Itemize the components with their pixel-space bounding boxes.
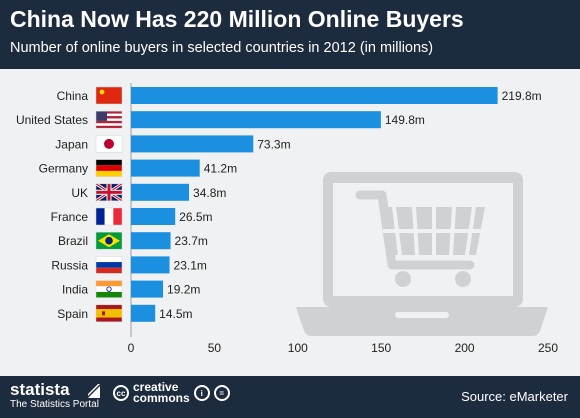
value-label: 41.2m xyxy=(204,162,237,176)
flag-france-icon xyxy=(95,207,123,226)
flag-united-states-icon xyxy=(95,110,123,129)
flag-russia-icon xyxy=(95,256,123,274)
category-label: UK xyxy=(71,186,88,200)
flag-china-icon xyxy=(95,86,123,105)
statista-logo[interactable]: statista The Statistics Portal xyxy=(10,381,99,411)
flag-india-icon xyxy=(95,280,123,298)
x-tick-label: 200 xyxy=(455,341,475,355)
x-tick-label: 150 xyxy=(371,341,391,355)
bar-china xyxy=(131,87,498,104)
value-labels: 219.8m 149.8m 73.3m 41.2m 34.8m 26.5m 23.7m 23.… xyxy=(159,89,541,321)
value-label: 219.8m xyxy=(502,89,542,103)
value-label: 34.8m xyxy=(193,186,226,200)
category-label: France xyxy=(51,210,89,224)
x-tick-label: 250 xyxy=(538,341,558,355)
category-label: India xyxy=(62,283,88,297)
category-label: Russia xyxy=(51,258,88,272)
value-label: 23.1m xyxy=(174,258,207,272)
flag-uk-icon xyxy=(95,182,123,203)
header-band: China Now Has 220 Million Online Buyers … xyxy=(0,0,580,69)
bar-brazil xyxy=(131,232,171,250)
flag-germany-icon xyxy=(95,159,123,177)
creative-commons-badge[interactable]: cc creative commons i = xyxy=(113,380,230,405)
bar-series xyxy=(131,87,498,322)
category-label: Brazil xyxy=(58,234,88,248)
laptop-shopping-cart-icon xyxy=(296,172,548,336)
flag-japan-icon xyxy=(95,135,123,153)
bar-united-states xyxy=(131,111,381,129)
x-tick-label: 0 xyxy=(128,341,135,355)
value-label: 73.3m xyxy=(257,137,290,151)
flag-brazil-icon xyxy=(95,231,123,250)
cc-icon: cc xyxy=(113,385,129,401)
bar-japan xyxy=(131,135,254,153)
bar-spain xyxy=(131,304,156,322)
value-label: 14.5m xyxy=(159,307,192,321)
no-derivatives-icon: = xyxy=(213,385,230,401)
category-label: China xyxy=(57,89,89,103)
x-tick-label: 50 xyxy=(208,341,222,355)
flag-spain-icon xyxy=(95,304,123,323)
bar-france xyxy=(131,208,176,225)
source-label: Source: eMarketer xyxy=(461,389,568,404)
x-tick-label: 100 xyxy=(288,341,308,355)
x-axis-ticks: 0 50 100 150 200 250 xyxy=(128,341,559,355)
category-label: Spain xyxy=(57,307,88,321)
statista-mark-icon xyxy=(88,384,100,398)
country-flags xyxy=(95,86,123,323)
brand-name: statista xyxy=(10,380,70,399)
bar-chart: 0 50 100 150 200 250 China United States Japan G… xyxy=(16,83,559,355)
value-label: 26.5m xyxy=(179,210,212,224)
value-label: 23.7m xyxy=(175,234,208,248)
category-labels: China United States Japan Germany UK France Br… xyxy=(16,89,88,321)
value-label: 19.2m xyxy=(167,283,200,297)
chart-title: China Now Has 220 Million Online Buyers xyxy=(10,6,464,32)
category-label: Germany xyxy=(39,162,88,176)
category-label: United States xyxy=(16,113,88,127)
chart-subtitle: Number of online buyers in selected coun… xyxy=(10,40,434,56)
bar-russia xyxy=(131,256,170,274)
bar-india xyxy=(131,280,164,298)
bar-germany xyxy=(131,159,200,177)
cc-line-2: commons xyxy=(133,391,190,405)
footer-band: statista The Statistics Portal cc creati… xyxy=(0,376,580,418)
cc-line-1: creative xyxy=(133,380,179,394)
category-label: Japan xyxy=(55,137,88,151)
attribution-icon: i xyxy=(193,385,210,401)
value-label: 149.8m xyxy=(385,113,425,127)
bar-uk xyxy=(131,183,190,201)
cc-wordmark: creative commons xyxy=(133,380,190,405)
brand-tagline: The Statistics Portal xyxy=(10,399,99,410)
